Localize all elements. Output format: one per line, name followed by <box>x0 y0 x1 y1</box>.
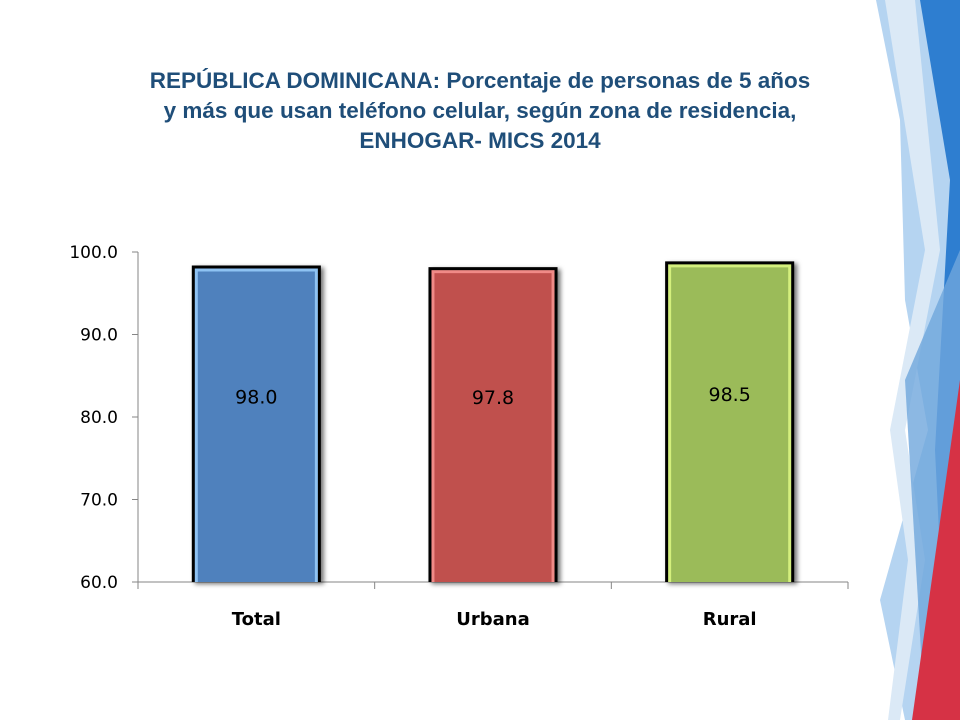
bar-layer <box>191 261 795 582</box>
decor-red-band <box>912 380 960 720</box>
bar-group <box>428 267 558 582</box>
bar-rural <box>671 267 789 582</box>
data-label: 98.5 <box>709 384 751 406</box>
y-tick-label: 70.0 <box>80 491 118 511</box>
label-layer: 98.0 Total 97.8 Urbana 98.5 Rural <box>232 384 757 630</box>
bar-urbana <box>434 273 552 582</box>
y-tick-label: 60.0 <box>80 573 118 593</box>
decor-pale-band <box>885 0 940 720</box>
bar-group <box>191 265 321 582</box>
y-tick-label: 90.0 <box>80 326 118 346</box>
chart-title-line-3: ENHOGAR- MICS 2014 <box>359 128 601 153</box>
x-category-label: Total <box>232 609 281 630</box>
chart-title: REPÚBLICA DOMINICANA: Porcentaje de pers… <box>40 66 920 156</box>
data-label: 97.8 <box>472 387 514 409</box>
y-tick-label: 80.0 <box>80 408 118 428</box>
bar-group <box>665 261 795 582</box>
chart-title-line-2: y más que usan teléfono celular, según z… <box>163 98 797 123</box>
chart-title-line-1: REPÚBLICA DOMINICANA: Porcentaje de pers… <box>149 68 811 93</box>
bar-total <box>197 271 315 582</box>
x-category-label: Urbana <box>456 609 530 630</box>
x-category-label: Rural <box>703 609 757 630</box>
data-label: 98.0 <box>235 386 277 408</box>
y-tick-label: 100.0 <box>69 243 118 263</box>
